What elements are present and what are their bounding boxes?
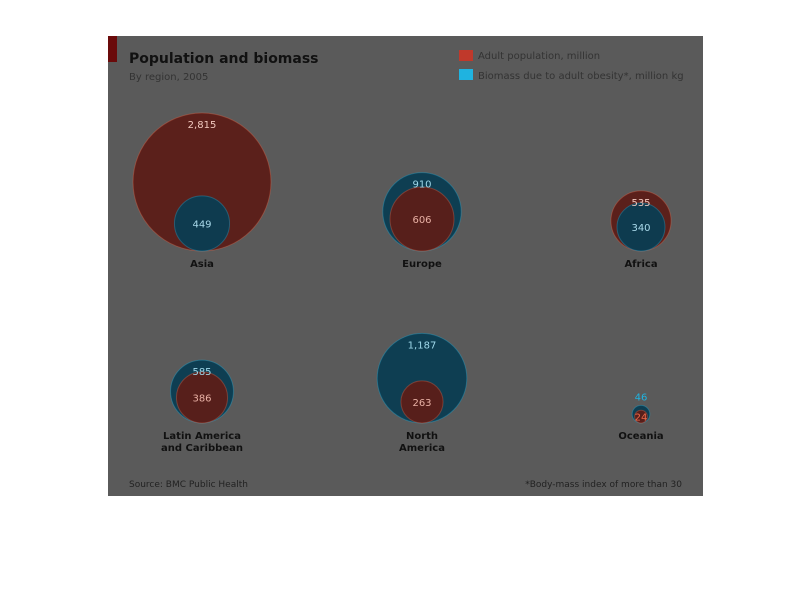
region-label-line: Asia bbox=[190, 259, 214, 270]
title-accent-bar bbox=[108, 36, 117, 62]
bubble-biomass-africa bbox=[616, 202, 666, 252]
region-label-latin-america-and-caribbean: Latin America and Caribbean bbox=[161, 431, 243, 454]
region-label-line: North bbox=[406, 431, 438, 442]
value-label-biomass-asia: 449 bbox=[192, 219, 211, 230]
value-label-population-latin-america-and-caribbean: 386 bbox=[192, 393, 211, 404]
value-label-biomass-north-america: 1,187 bbox=[408, 340, 437, 351]
value-label-biomass-europe: 910 bbox=[412, 180, 431, 191]
chart-subtitle: By region, 2005 bbox=[129, 72, 208, 83]
value-label-population-africa: 535 bbox=[631, 198, 650, 209]
chart-title: Population and biomass bbox=[129, 51, 319, 67]
value-label-population-asia: 2,815 bbox=[188, 120, 217, 131]
value-label-population-europe: 606 bbox=[412, 215, 431, 226]
bubble-population-europe bbox=[389, 186, 455, 252]
footnote: *Body-mass index of more than 30 bbox=[525, 480, 682, 490]
region-group-asia: 2,815 449 Asia bbox=[132, 112, 272, 270]
bubble-chart: Population and biomass By region, 2005 A… bbox=[108, 36, 703, 496]
region-group-europe: 910 606 Europe bbox=[382, 172, 462, 270]
legend-label-biomass: Biomass due to adult obesity*, million k… bbox=[478, 71, 684, 82]
bubble-population-latin-america-and-caribbean bbox=[175, 371, 229, 424]
legend: Adult population, million Biomass due to… bbox=[459, 50, 684, 82]
bubble-biomass-asia bbox=[173, 195, 231, 252]
region-label-line: Latin America bbox=[163, 431, 241, 442]
region-group-africa: 535 340 Africa bbox=[610, 190, 672, 270]
region-label-north-america: North America bbox=[399, 431, 445, 454]
value-label-population-oceania: 24 bbox=[635, 413, 648, 424]
region-group-oceania: 46 24 Oceania bbox=[618, 392, 663, 442]
value-label-population-north-america: 263 bbox=[412, 398, 431, 409]
region-label-line: Africa bbox=[624, 259, 657, 270]
value-label-biomass-latin-america-and-caribbean: 585 bbox=[192, 367, 211, 378]
region-label-africa: Africa bbox=[624, 259, 657, 270]
region-label-line: Europe bbox=[402, 259, 442, 270]
bubble-population-oceania bbox=[634, 409, 648, 424]
bubbles-layer: 2,815 449 Asia 910 606 Europe 535 340 Africa 585 3… bbox=[132, 112, 672, 454]
region-label-asia: Asia bbox=[190, 259, 214, 270]
source-note: Source: BMC Public Health bbox=[129, 480, 248, 490]
chart-figure: Population and biomass By region, 2005 A… bbox=[108, 36, 703, 496]
legend-label-population: Adult population, million bbox=[478, 51, 600, 62]
region-group-north-america: 1,187 263 North America bbox=[376, 332, 468, 454]
region-group-latin-america-and-caribbean: 585 386 Latin America and Caribbean bbox=[161, 359, 243, 454]
region-label-europe: Europe bbox=[402, 259, 442, 270]
region-label-line: Oceania bbox=[618, 431, 663, 442]
region-label-line: America bbox=[399, 443, 445, 454]
region-label-oceania: Oceania bbox=[618, 431, 663, 442]
legend-swatch-biomass bbox=[459, 69, 473, 80]
value-label-biomass-oceania: 46 bbox=[635, 392, 648, 403]
bubble-population-north-america bbox=[400, 380, 444, 424]
region-label-line: and Caribbean bbox=[161, 443, 243, 454]
legend-swatch-population bbox=[459, 50, 473, 61]
value-label-biomass-africa: 340 bbox=[631, 223, 650, 234]
